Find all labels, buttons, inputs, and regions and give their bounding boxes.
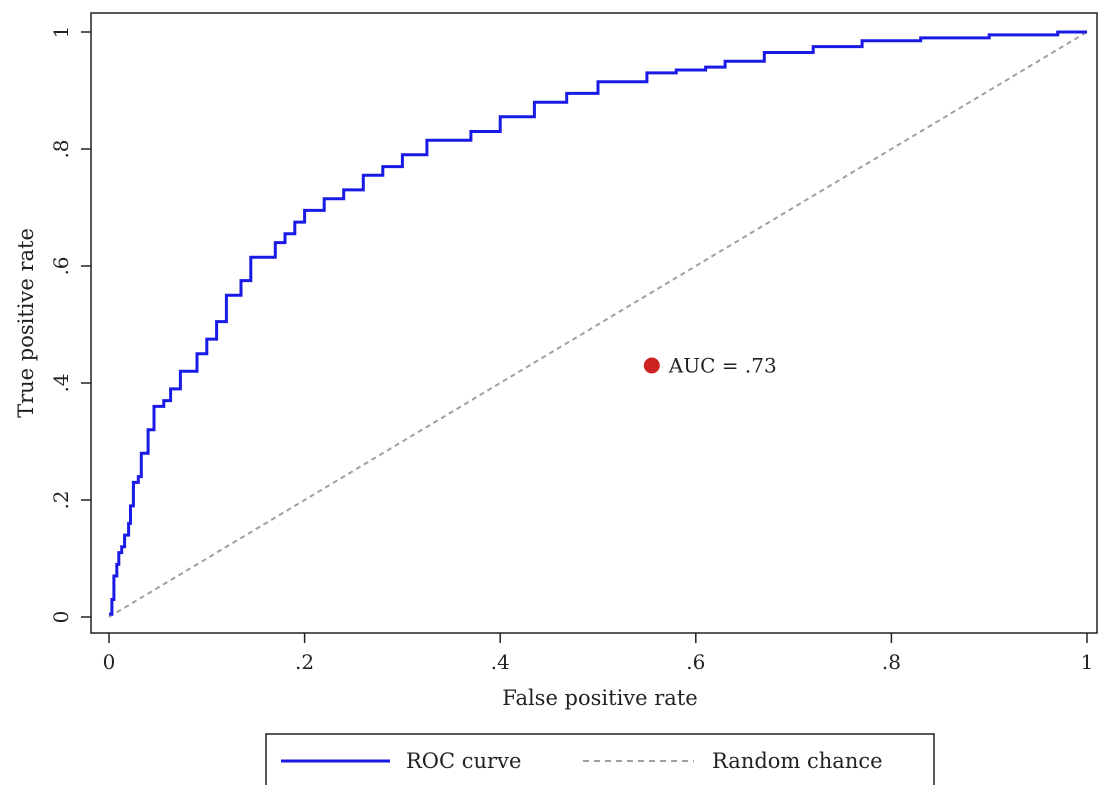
x-tick-label: .4: [491, 650, 510, 674]
x-tick-label: 1: [1081, 650, 1094, 674]
legend: ROC curve Random chance: [265, 733, 935, 785]
plot-area: [90, 12, 1098, 634]
y-tick-label: .2: [49, 490, 73, 509]
y-axis: 0 .2 .4 .6 .8 1: [49, 26, 91, 624]
annotation-layer: AUC = .73: [643, 354, 777, 378]
legend-random-label: Random chance: [712, 749, 883, 773]
x-tick-label: 0: [103, 650, 116, 674]
auc-label: AUC = .73: [668, 354, 777, 378]
x-tick-label: .8: [882, 650, 901, 674]
y-tick-label: .8: [49, 139, 73, 158]
series-layer: [108, 30, 1088, 618]
y-tick-label: 1: [49, 26, 73, 39]
x-axis: 0 .2 .4 .6 .8 1: [103, 633, 1094, 674]
legend-box: [265, 733, 935, 785]
legend-roc-label: ROC curve: [406, 749, 521, 773]
x-tick-label: .2: [295, 650, 314, 674]
y-tick-label: .6: [49, 256, 73, 275]
y-tick-label: 0: [49, 611, 73, 624]
auc-marker: [643, 357, 660, 374]
random-chance-line: [108, 31, 1088, 618]
y-tick-label: .4: [49, 373, 73, 392]
x-tick-label: .6: [686, 650, 705, 674]
x-axis-title: False positive rate: [502, 686, 697, 710]
y-axis-title: True positive rate: [14, 228, 38, 418]
roc-curve-line: [109, 30, 1087, 616]
